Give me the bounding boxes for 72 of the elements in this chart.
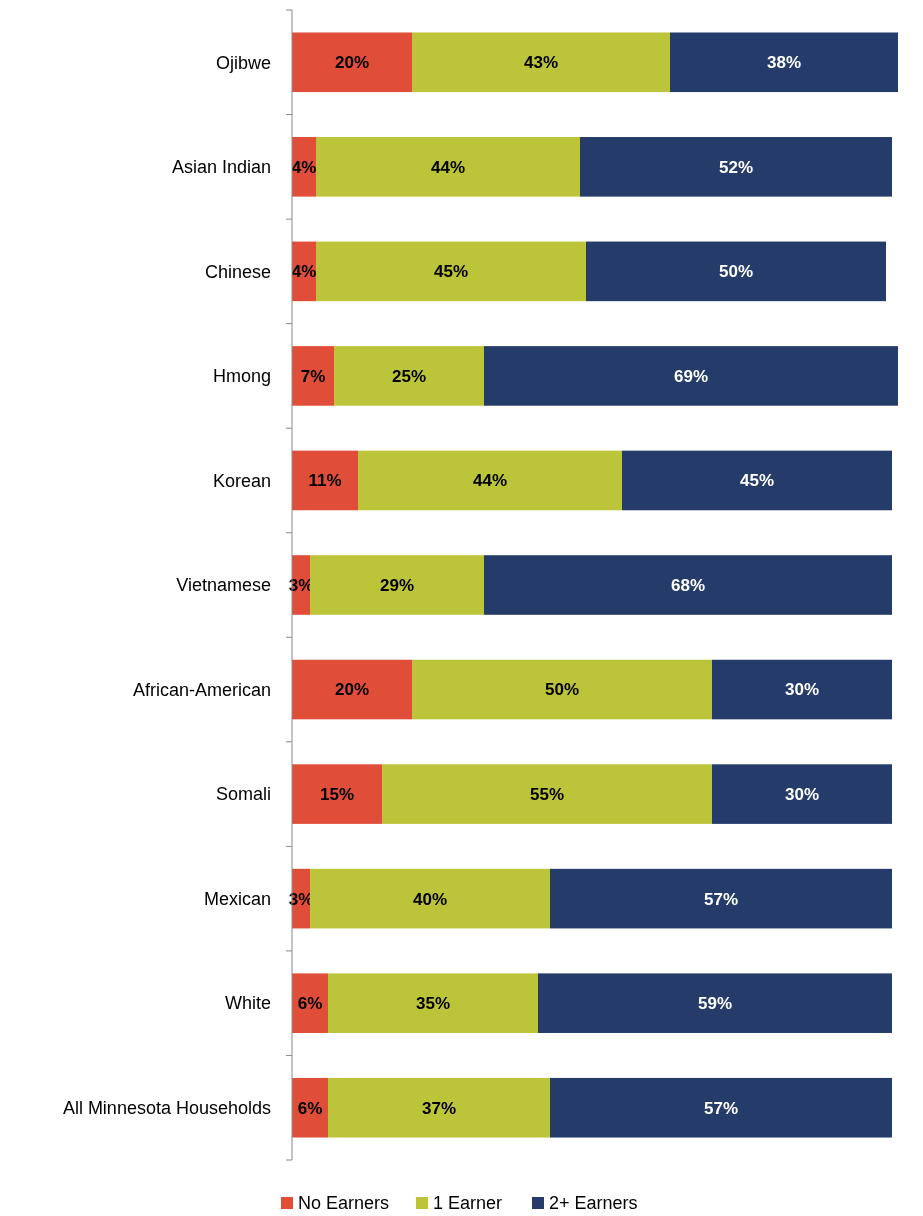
- data-label: 69%: [673, 366, 709, 386]
- data-label: 43%: [523, 53, 559, 73]
- legend-label: No Earners: [298, 1193, 390, 1214]
- data-label: 15%: [319, 785, 355, 805]
- y-tick-label: Asian Indian: [171, 157, 271, 178]
- data-label: 52%: [718, 157, 754, 177]
- y-tick-label: Somali: [215, 784, 271, 805]
- legend-label: 1 Earner: [433, 1193, 503, 1214]
- bar: [550, 868, 892, 929]
- bar: [712, 764, 892, 824]
- bar: [358, 450, 622, 511]
- data-label: 57%: [703, 889, 739, 909]
- bar: [412, 32, 670, 93]
- bar: [310, 555, 484, 615]
- bar: [412, 659, 712, 720]
- data-label: 29%: [379, 575, 415, 595]
- data-label: 44%: [472, 471, 508, 491]
- y-tick-label: Vietnamese: [176, 575, 271, 596]
- data-label: 45%: [433, 262, 469, 282]
- y-tick-label: African-American: [132, 679, 271, 700]
- legend-label: 2+ Earners: [549, 1193, 638, 1214]
- data-label: 6%: [297, 994, 323, 1014]
- data-label: 37%: [421, 1098, 457, 1118]
- y-tick-label: Korean: [212, 470, 271, 491]
- bar: [316, 137, 580, 197]
- y-tick-label: White: [224, 993, 271, 1014]
- bar: [292, 659, 412, 720]
- bar: [310, 868, 550, 929]
- bar: [316, 241, 586, 302]
- data-label: 45%: [739, 471, 775, 491]
- bar: [334, 346, 484, 406]
- y-tick-label: Hmong: [212, 366, 271, 387]
- data-label: 20%: [334, 680, 370, 700]
- data-label: 35%: [415, 994, 451, 1014]
- bar: [328, 1077, 550, 1138]
- bar: [382, 764, 712, 824]
- data-label: 20%: [334, 53, 370, 73]
- data-label: 30%: [784, 680, 820, 700]
- data-label: 11%: [308, 471, 342, 491]
- bar: [328, 973, 538, 1033]
- data-label: 38%: [766, 53, 802, 73]
- data-label: 68%: [670, 575, 706, 595]
- bar: [538, 973, 892, 1033]
- bar: [712, 659, 892, 720]
- data-label: 30%: [784, 785, 820, 805]
- data-label: 44%: [430, 157, 466, 177]
- bar: [292, 346, 334, 406]
- data-label: 55%: [529, 785, 565, 805]
- data-label: 59%: [697, 994, 733, 1014]
- data-label: 50%: [718, 262, 754, 282]
- data-label: 40%: [412, 889, 448, 909]
- bar: [580, 137, 892, 197]
- data-label: 25%: [391, 366, 427, 386]
- data-label: 4%: [291, 157, 317, 177]
- data-label: 50%: [544, 680, 580, 700]
- bar: [292, 32, 412, 93]
- bar: [670, 32, 898, 93]
- y-tick-label: Ojibwe: [215, 52, 271, 73]
- y-tick-label: Mexican: [203, 888, 271, 909]
- bar: [550, 1077, 892, 1138]
- data-label: 57%: [703, 1098, 739, 1118]
- y-tick-label: All Minnesota Households: [62, 1098, 271, 1119]
- data-label: 6%: [297, 1098, 323, 1118]
- bar: [622, 450, 892, 511]
- bar: [586, 241, 886, 302]
- bar: [292, 450, 358, 511]
- bar: [484, 555, 892, 615]
- data-label: 4%: [291, 262, 317, 282]
- bar: [484, 346, 898, 406]
- y-tick-label: Chinese: [204, 261, 271, 282]
- bar: [292, 764, 382, 824]
- data-label: 7%: [300, 366, 326, 386]
